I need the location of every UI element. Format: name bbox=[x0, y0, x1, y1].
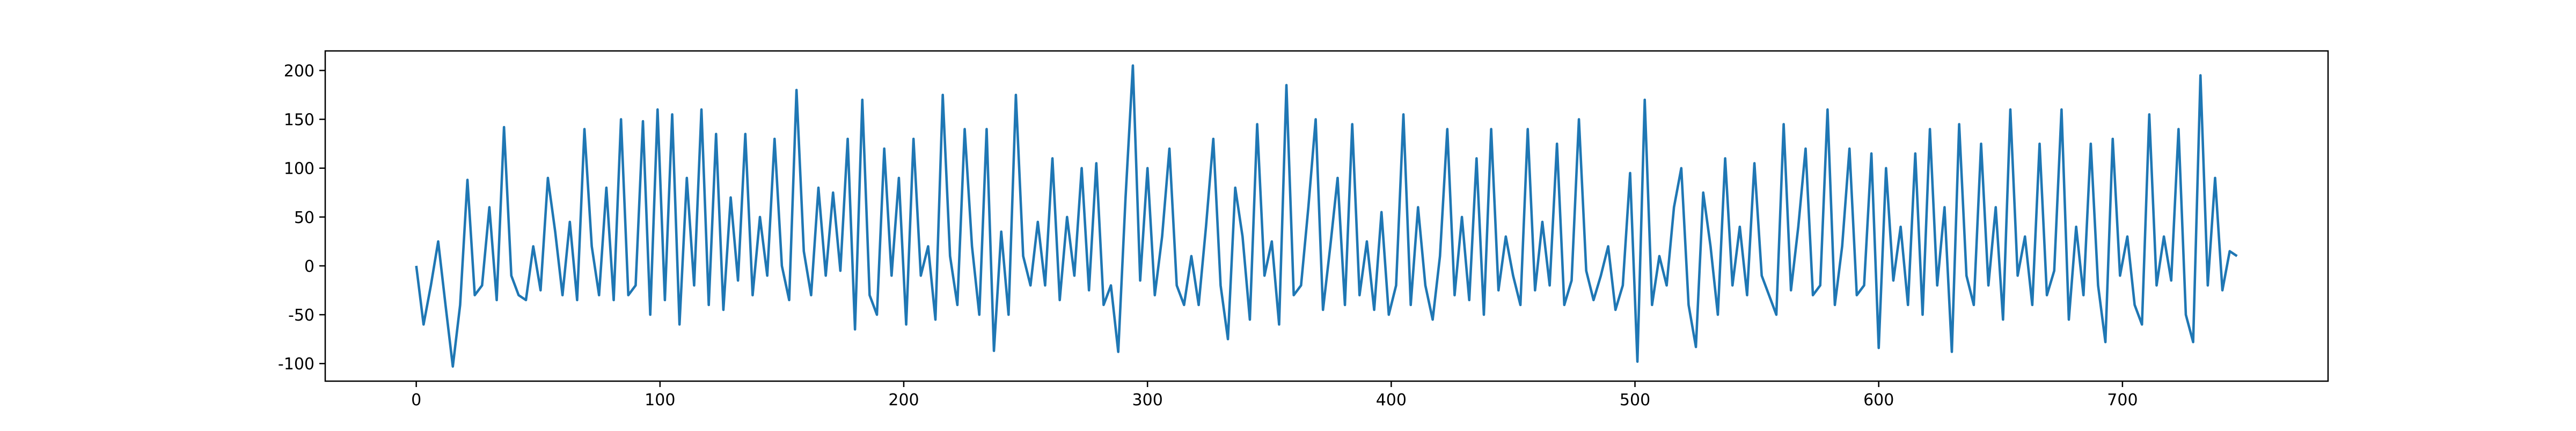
y-tick-label: 200 bbox=[284, 62, 314, 80]
y-tick-label: 0 bbox=[304, 257, 314, 276]
x-tick-label: 300 bbox=[1132, 391, 1163, 410]
y-tick-label: 150 bbox=[284, 111, 314, 130]
x-tick-label: 200 bbox=[888, 391, 919, 410]
x-tick-label: 400 bbox=[1376, 391, 1407, 410]
data-line bbox=[415, 64, 2238, 368]
x-tick-label: 100 bbox=[645, 391, 675, 410]
y-tick-label: 100 bbox=[284, 160, 314, 179]
y-tick-label: 50 bbox=[294, 209, 314, 227]
y-tick-label: -50 bbox=[288, 306, 314, 325]
x-tick-label: 0 bbox=[411, 391, 421, 410]
x-tick-label: 600 bbox=[1863, 391, 1894, 410]
plot-frame bbox=[324, 50, 2329, 382]
x-tick-label: 500 bbox=[1620, 391, 1650, 410]
x-tick-label: 700 bbox=[2107, 391, 2138, 410]
y-tick-label: -100 bbox=[278, 355, 314, 374]
